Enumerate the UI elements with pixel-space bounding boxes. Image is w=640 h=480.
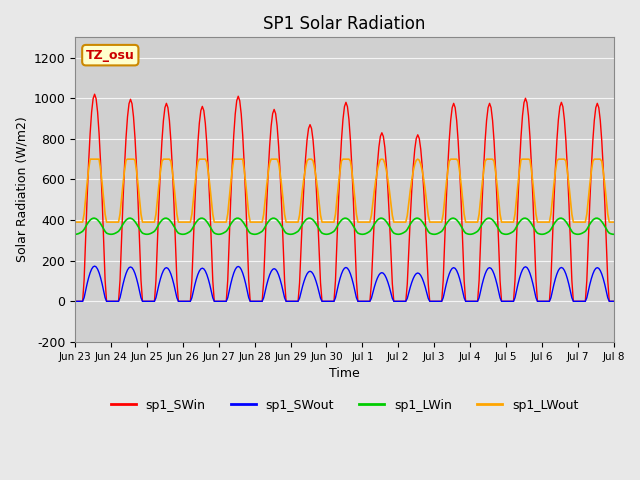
Line: sp1_SWin: sp1_SWin — [75, 94, 640, 301]
sp1_LWout — [86, 156, 94, 162]
Line: sp1_SWout: sp1_SWout — [75, 266, 640, 301]
Y-axis label: Solar Radiation (W/m2): Solar Radiation (W/m2) — [15, 117, 28, 263]
sp1_LWin — [110, 231, 118, 237]
sp1_SWout — [481, 271, 489, 277]
sp1_SWout — [566, 288, 574, 294]
sp1_SWin — [71, 299, 79, 304]
sp1_SWin — [92, 96, 100, 102]
sp1_LWout — [92, 156, 100, 162]
Legend: sp1_SWin, sp1_SWout, sp1_LWin, sp1_LWout: sp1_SWin, sp1_SWout, sp1_LWin, sp1_LWout — [106, 394, 583, 417]
sp1_LWin — [367, 227, 375, 232]
sp1_SWout — [110, 299, 118, 304]
sp1_LWout — [71, 219, 79, 225]
X-axis label: Time: Time — [329, 367, 360, 380]
sp1_LWin — [481, 217, 489, 223]
sp1_SWin — [110, 299, 118, 304]
sp1_LWout — [481, 158, 489, 164]
sp1_SWin — [481, 138, 489, 144]
sp1_LWout — [110, 219, 118, 225]
sp1_SWout — [92, 264, 100, 270]
sp1_LWin — [92, 216, 100, 222]
sp1_LWout — [367, 213, 375, 218]
sp1_SWin — [91, 91, 99, 97]
sp1_SWin — [566, 237, 574, 243]
Title: SP1 Solar Radiation: SP1 Solar Radiation — [263, 15, 426, 33]
Text: TZ_osu: TZ_osu — [86, 48, 134, 61]
Line: sp1_LWin: sp1_LWin — [75, 218, 640, 234]
sp1_SWout — [91, 263, 99, 269]
sp1_SWin — [367, 281, 375, 287]
Line: sp1_LWout: sp1_LWout — [75, 159, 640, 222]
sp1_SWout — [71, 299, 79, 304]
sp1_SWout — [367, 295, 375, 301]
sp1_LWin — [71, 231, 79, 237]
sp1_LWin — [566, 226, 574, 232]
sp1_LWin — [91, 216, 99, 221]
sp1_LWout — [566, 196, 574, 202]
